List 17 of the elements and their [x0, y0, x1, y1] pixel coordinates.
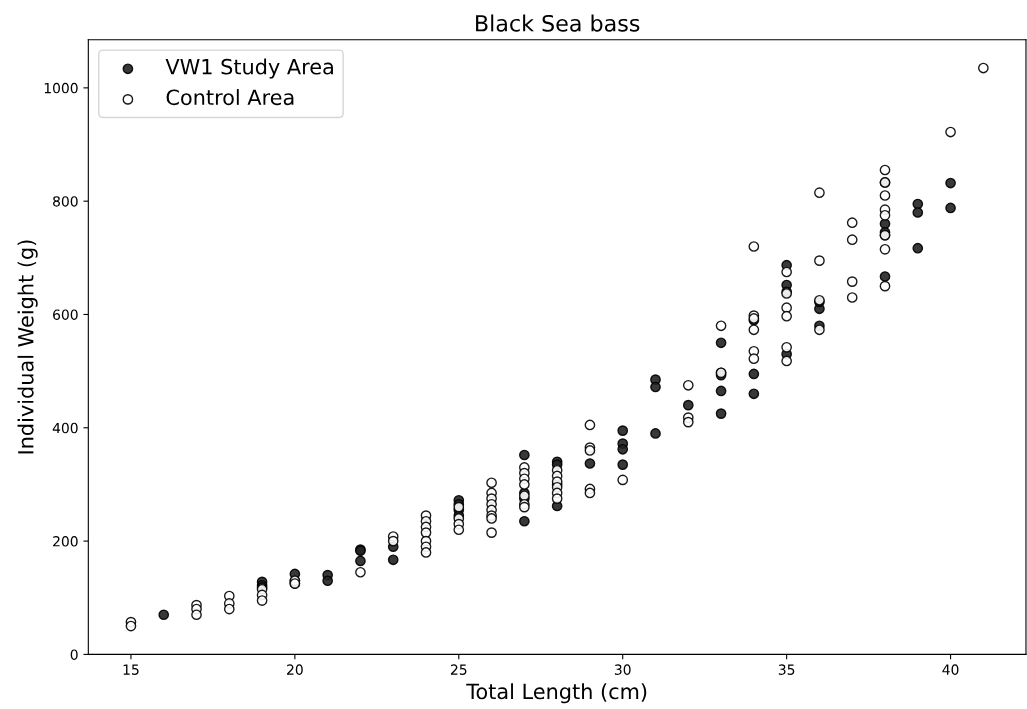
- y-tick-label: 200: [53, 536, 78, 547]
- x-tick-label: 25: [450, 664, 467, 675]
- x-axis-title: Total Length (cm): [466, 683, 647, 704]
- x-tick-label: 20: [287, 664, 303, 675]
- x-tick-label: 30: [614, 664, 631, 675]
- y-tick-label: 0: [70, 649, 78, 660]
- x-tick-label: 35: [778, 664, 795, 675]
- y-tick-label: 400: [52, 422, 78, 434]
- chart-title: Black Sea bass: [476, 14, 640, 32]
- y-tick-label: 600: [53, 309, 78, 320]
- legend-label: Control Area: [166, 89, 294, 106]
- x-tick-label: 15: [123, 664, 139, 675]
- y-tick-label: 1000: [44, 82, 78, 94]
- y-axis-title: Individual Weight (g): [17, 240, 38, 454]
- x-tick-label: 40: [942, 664, 959, 675]
- legend-label: VW1 Study Area: [165, 58, 333, 79]
- y-tick-label: 800: [53, 196, 78, 207]
